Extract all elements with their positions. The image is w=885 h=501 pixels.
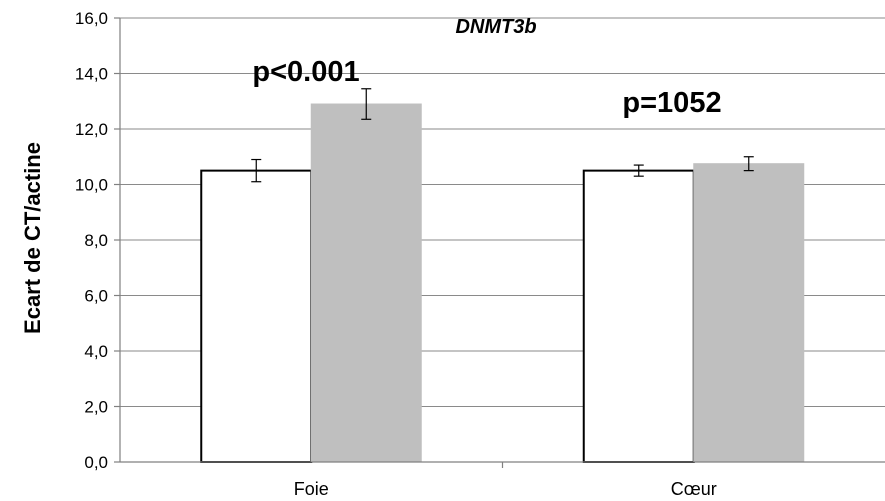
bar	[200, 169, 313, 463]
bar	[310, 103, 422, 463]
category-label: Foie	[294, 479, 329, 499]
annotation-coeur: p=1052	[622, 87, 721, 119]
category-label: Cœur	[671, 479, 717, 499]
y-tick-label: 2,0	[84, 398, 108, 417]
bar	[582, 169, 695, 463]
bar	[693, 163, 805, 463]
chart-title: DNMT3b	[455, 16, 536, 38]
y-tick-label: 12,0	[75, 120, 108, 139]
y-tick-label: 10,0	[75, 176, 108, 195]
axes-layer	[119, 18, 885, 463]
y-tick-label: 6,0	[84, 287, 108, 306]
y-tick-label: 14,0	[75, 65, 108, 84]
bars-layer	[200, 88, 805, 463]
annotation-foie: p<0.001	[252, 56, 359, 88]
y-tick-label: 8,0	[84, 231, 108, 250]
labels-layer: DNMT3b Ecart de CT/actine p<0.001 p=1052…	[20, 9, 722, 499]
y-tick-label: 16,0	[75, 9, 108, 28]
y-tick-label: 4,0	[84, 342, 108, 361]
y-axis-label: Ecart de CT/actine	[20, 142, 45, 334]
y-tick-label: 0,0	[84, 453, 108, 472]
